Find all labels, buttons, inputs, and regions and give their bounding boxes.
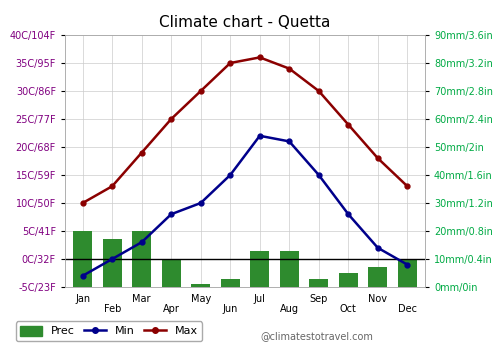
Text: Sep: Sep (310, 294, 328, 304)
Bar (250, 251, 270, 287)
Bar (309, 279, 328, 287)
Text: Apr: Apr (163, 304, 180, 314)
Bar (162, 259, 181, 287)
Text: Feb: Feb (104, 304, 121, 314)
Legend: Prec, Min, Max: Prec, Min, Max (16, 321, 202, 341)
Bar (398, 259, 417, 287)
Bar (102, 239, 122, 287)
Text: Mar: Mar (132, 294, 151, 304)
Text: Nov: Nov (368, 294, 388, 304)
Text: May: May (190, 294, 211, 304)
Text: @climatestotravel.com: @climatestotravel.com (260, 331, 373, 341)
Text: Aug: Aug (280, 304, 299, 314)
Text: Dec: Dec (398, 304, 417, 314)
Bar (132, 231, 152, 287)
Bar (73, 231, 92, 287)
Bar (280, 251, 299, 287)
Text: Jul: Jul (254, 294, 266, 304)
Title: Climate chart - Quetta: Climate chart - Quetta (160, 15, 330, 30)
Text: Oct: Oct (340, 304, 356, 314)
Text: Jun: Jun (222, 304, 238, 314)
Bar (220, 279, 240, 287)
Bar (191, 284, 210, 287)
Text: Jan: Jan (75, 294, 90, 304)
Bar (338, 273, 358, 287)
Bar (368, 267, 388, 287)
